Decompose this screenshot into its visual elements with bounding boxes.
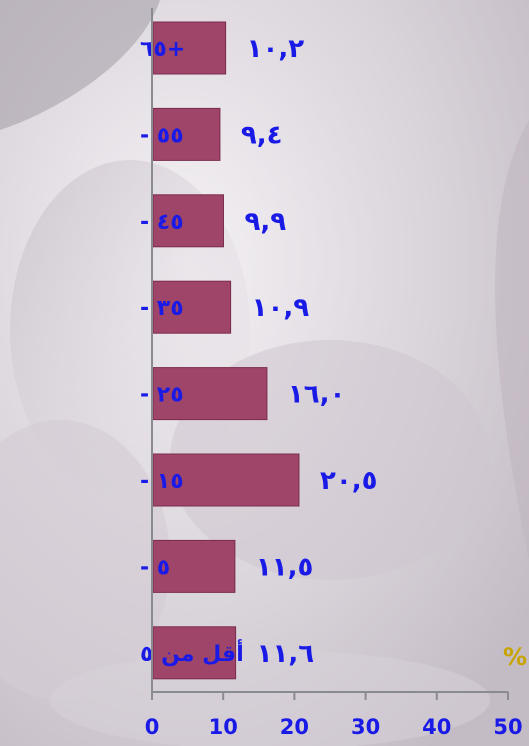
category-label: أقل من ٥ — [140, 638, 244, 667]
x-tick-label: 50 — [493, 715, 522, 739]
category-label: +٦٥ — [140, 37, 185, 62]
value-label: ١٠,٢ — [247, 34, 305, 64]
bar — [152, 539, 236, 593]
value-label: ١١,٥ — [256, 552, 313, 582]
x-tick-label: 10 — [209, 715, 238, 739]
value-label: ٩,٤ — [241, 120, 283, 150]
category-label: ١٥ - — [140, 469, 184, 494]
x-tick-label: 40 — [422, 715, 451, 739]
bar — [152, 626, 237, 680]
value-label: ١٦,٠ — [288, 380, 345, 410]
bar — [152, 453, 300, 507]
category-label: ٣٥ - — [140, 296, 184, 321]
category-label: ٢٥ - — [140, 383, 184, 408]
bar — [152, 367, 268, 421]
x-tick-label: 0 — [145, 715, 160, 739]
bar — [152, 21, 227, 75]
value-label: ٢٠,٥ — [320, 466, 377, 496]
category-label: ٥٥ - — [140, 123, 184, 148]
category-label: ٤٥ - — [140, 210, 184, 235]
bar — [152, 107, 221, 161]
bar — [152, 194, 224, 248]
x-tick-label: 20 — [280, 715, 309, 739]
x-tick-label: 30 — [351, 715, 380, 739]
value-label: ٩,٩ — [244, 207, 286, 237]
bar — [152, 280, 232, 334]
category-label: ٥ - — [140, 555, 170, 580]
unit-label: % — [503, 643, 527, 671]
value-label: ١١,٦ — [257, 639, 314, 669]
value-label: ١٠,٩ — [252, 293, 310, 323]
